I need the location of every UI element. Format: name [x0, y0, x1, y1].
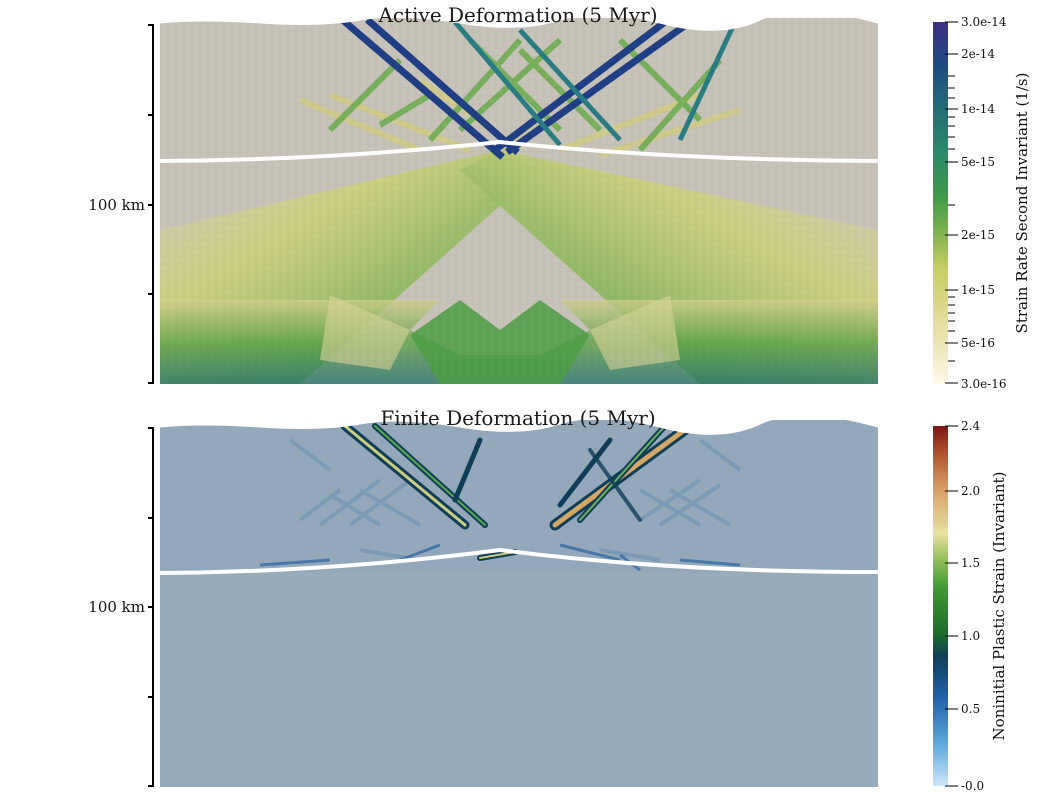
colorbar-tick: 1e-15 [961, 283, 995, 297]
colorbar-tick: 1.0 [961, 629, 980, 643]
colorbar-tick: 5e-16 [961, 336, 995, 350]
colorbar-tick: 1.5 [961, 556, 980, 570]
colorbar-tick: 3.0e-14 [961, 15, 1007, 29]
top-panel: Active Deformation (5 Myr) 100 km [88, 3, 1031, 391]
strain-rate-field [160, 17, 878, 384]
colorbar-tick: 2.0 [961, 484, 980, 498]
boundary-line [159, 547, 879, 575]
scale-bar [148, 24, 154, 384]
colorbar-tick: 3.0e-16 [961, 377, 1007, 391]
colorbar-title: Strain Rate Second Invariant (1/s) [1013, 73, 1031, 334]
bottom-panel: Finite Deformation (5 Myr) 100 km 2.4 2.… [88, 406, 1008, 793]
panel-title: Active Deformation (5 Myr) [377, 3, 657, 27]
surface-line [159, 412, 879, 435]
colorbar-gradient [933, 22, 948, 384]
colorbar: 2.4 2.0 1.5 1.0 0.5 -0.0 Noninitial Plas… [933, 419, 1008, 793]
colorbar-tick: 2e-14 [961, 47, 995, 61]
colorbar-tick: 5e-15 [961, 155, 995, 169]
plastic-strain-field [160, 420, 878, 787]
scale-bar [148, 427, 154, 787]
colorbar-tick: 2e-15 [961, 228, 995, 242]
colorbar-tick: 1e-14 [961, 102, 995, 116]
colorbar-gradient [933, 426, 948, 786]
panel-title: Finite Deformation (5 Myr) [380, 406, 655, 430]
colorbar-tick: -0.0 [961, 779, 984, 793]
surface-line [159, 8, 879, 31]
scale-label: 100 km [88, 196, 145, 214]
boundary-line [159, 139, 879, 163]
colorbar-tick: 2.4 [961, 419, 980, 433]
colorbar: 3.0e-14 2e-14 1e-14 5e-15 2e-15 1e-15 5e… [933, 15, 1031, 391]
colorbar-tick: 0.5 [961, 702, 980, 716]
scale-label: 100 km [88, 598, 145, 616]
colorbar-title: Noninitial Plastic Strain (Invariant) [990, 472, 1008, 741]
